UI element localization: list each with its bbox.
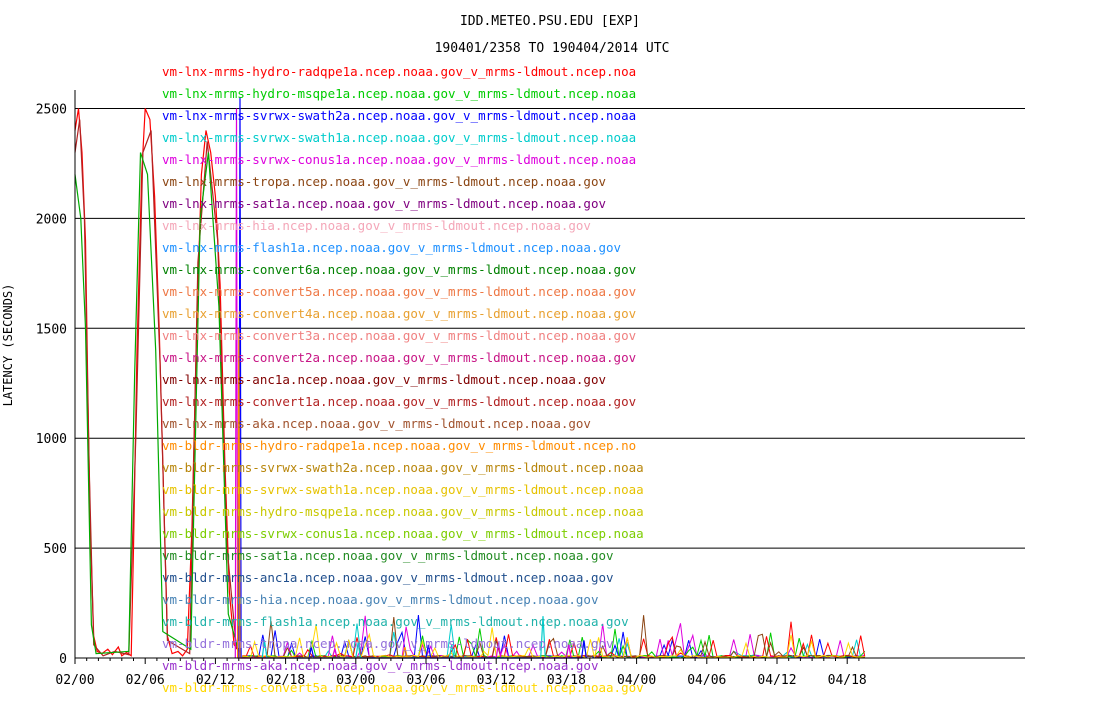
legend-entry: vm-lnx-mrms-anc1a.ncep.noaa.gov_v_mrms-l…: [162, 372, 606, 387]
x-tick-label: 04/06: [687, 673, 726, 688]
legend-entry: vm-lnx-mrms-convert5a.ncep.noaa.gov_v_mr…: [162, 284, 636, 299]
chart-subtitle: 190401/2358 TO 190404/2014 UTC: [435, 41, 670, 56]
series-line: [74, 119, 238, 657]
legend-entry: vm-bldr-mrms-anc1a.ncep.noaa.gov_v_mrms-…: [162, 570, 614, 585]
y-tick-label: 1500: [36, 322, 67, 337]
x-tick-label: 02/06: [126, 673, 165, 688]
x-tick-label: 04/00: [617, 673, 656, 688]
legend-entry: vm-bldr-mrms-hydro-msqpe1a.ncep.noaa.gov…: [162, 504, 644, 519]
legend-entry: vm-bldr-mrms-convert5a.ncep.noaa.gov_v_m…: [162, 680, 644, 695]
y-axis-label: LATENCY (SECONDS): [1, 284, 15, 407]
legend-entry: vm-lnx-mrms-convert1a.ncep.noaa.gov_v_mr…: [162, 394, 636, 409]
legend-entry: vm-lnx-mrms-hydro-msqpe1a.ncep.noaa.gov_…: [162, 86, 636, 101]
x-tick-label: 03/00: [336, 673, 375, 688]
y-tick-label: 0: [59, 652, 67, 667]
y-tick-label: 2500: [36, 103, 67, 118]
series-noise-line: [242, 624, 865, 659]
y-tick-label: 2000: [36, 212, 67, 227]
legend-entry: vm-lnx-mrms-convert4a.ncep.noaa.gov_v_mr…: [162, 306, 636, 321]
legend-entry: vm-bldr-mrms-svrwx-swath1a.ncep.noaa.gov…: [162, 482, 644, 497]
legend-layer: vm-lnx-mrms-hydro-radqpe1a.ncep.noaa.gov…: [162, 64, 644, 695]
legend-entry: vm-lnx-mrms-convert2a.ncep.noaa.gov_v_mr…: [162, 350, 636, 365]
legend-entry: vm-bldr-mrms-svrwx-swath2a.ncep.noaa.gov…: [162, 460, 644, 475]
legend-entry: vm-bldr-mrms-hia.ncep.noaa.gov_v_mrms-ld…: [162, 592, 599, 607]
grid-layer: [75, 108, 1025, 549]
x-tick-label: 02/12: [196, 673, 235, 688]
x-tick-label: 02/18: [266, 673, 305, 688]
legend-entry: vm-lnx-mrms-svrwx-swath1a.ncep.noaa.gov_…: [162, 130, 636, 145]
legend-entry: vm-lnx-mrms-hia.ncep.noaa.gov_v_mrms-ldm…: [162, 218, 591, 233]
y-tick-label: 1000: [36, 432, 67, 447]
legend-entry: vm-lnx-mrms-sat1a.ncep.noaa.gov_v_mrms-l…: [162, 196, 606, 211]
legend-entry: vm-lnx-mrms-hydro-radqpe1a.ncep.noaa.gov…: [162, 64, 636, 79]
legend-entry: vm-bldr-mrms-svrwx-conus1a.ncep.noaa.gov…: [162, 526, 644, 541]
legend-entry: vm-bldr-mrms-flash1a.ncep.noaa.gov_v_mrm…: [162, 614, 629, 629]
legend-entry: vm-lnx-mrms-tropa.ncep.noaa.gov_v_mrms-l…: [162, 174, 606, 189]
legend-entry: vm-lnx-mrms-flash1a.ncep.noaa.gov_v_mrms…: [162, 240, 621, 255]
x-tick-label: 03/06: [406, 673, 445, 688]
x-tick-label: 04/12: [757, 673, 796, 688]
chart-title: IDD.METEO.PSU.EDU [EXP]: [460, 14, 640, 29]
legend-entry: vm-lnx-mrms-convert3a.ncep.noaa.gov_v_mr…: [162, 328, 636, 343]
y-tick-label: 500: [44, 542, 67, 557]
legend-entry: vm-lnx-mrms-svrwx-swath2a.ncep.noaa.gov_…: [162, 108, 636, 123]
series-line: [74, 108, 242, 657]
x-tick-label: 02/00: [55, 673, 94, 688]
legend-entry: vm-lnx-mrms-aka.ncep.noaa.gov_v_mrms-ldm…: [162, 416, 591, 431]
legend-entry: vm-bldr-mrms-sat1a.ncep.noaa.gov_v_mrms-…: [162, 548, 614, 563]
legend-entry: vm-bldr-mrms-aka.ncep.noaa.gov_v_mrms-ld…: [162, 658, 599, 673]
axis-layer: 0 500 1000 1500 2000 2500 02/00 02/06 02/12 02/18…: [36, 90, 1025, 688]
x-tick-label: 03/18: [547, 673, 586, 688]
x-tick-label: 04/18: [828, 673, 867, 688]
legend-entry: vm-bldr-mrms-tropa.ncep.noaa.gov_v_mrms-…: [162, 636, 614, 651]
series-line: [74, 152, 240, 655]
legend-entry: vm-lnx-mrms-convert6a.ncep.noaa.gov_v_mr…: [162, 262, 636, 277]
legend-entry: vm-bldr-mrms-hydro-radqpe1a.ncep.noaa.go…: [162, 438, 636, 453]
x-tick-label: 03/12: [477, 673, 516, 688]
legend-entry: vm-lnx-mrms-svrwx-conus1a.ncep.noaa.gov_…: [162, 152, 636, 167]
